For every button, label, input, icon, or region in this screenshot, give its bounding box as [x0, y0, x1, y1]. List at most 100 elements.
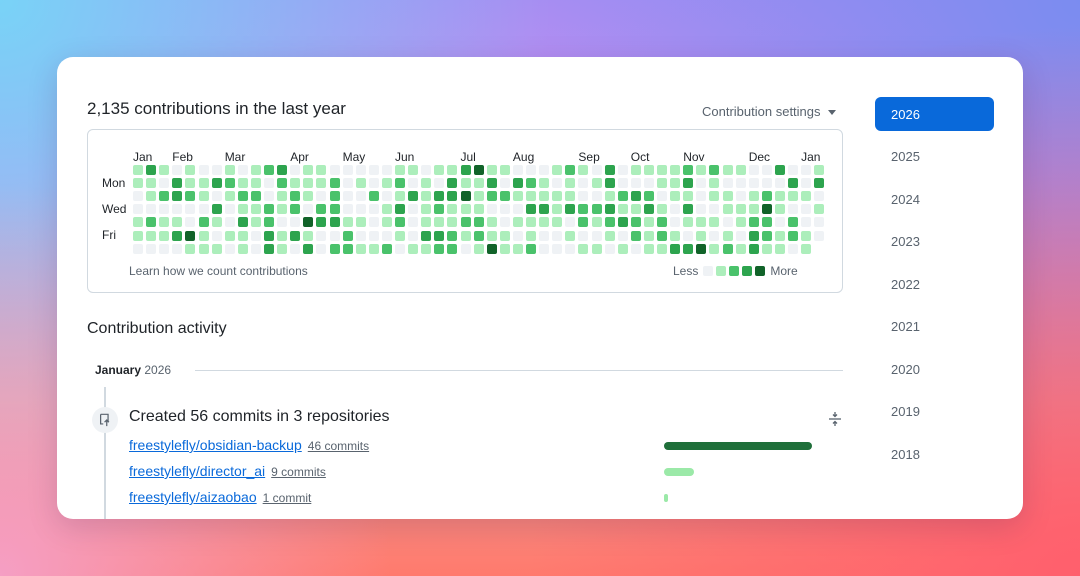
contribution-day[interactable] — [146, 243, 157, 254]
contribution-day[interactable] — [683, 191, 694, 202]
contribution-day[interactable] — [250, 243, 261, 254]
contribution-day[interactable] — [552, 243, 563, 254]
contribution-day[interactable] — [395, 191, 405, 202]
contribution-day[interactable] — [133, 165, 143, 175]
contribution-day[interactable] — [368, 243, 379, 254]
contribution-day[interactable] — [643, 230, 654, 241]
contribution-day[interactable] — [303, 178, 314, 189]
contribution-day[interactable] — [159, 230, 170, 241]
contribution-day[interactable] — [552, 178, 563, 189]
contribution-day[interactable] — [381, 191, 392, 202]
contribution-day[interactable] — [237, 178, 248, 189]
contribution-day[interactable] — [329, 217, 340, 228]
contribution-day[interactable] — [133, 191, 143, 202]
contribution-day[interactable] — [617, 191, 628, 202]
contribution-day[interactable] — [657, 191, 667, 202]
contribution-day[interactable] — [290, 230, 301, 241]
contribution-day[interactable] — [761, 230, 772, 241]
contribution-day[interactable] — [814, 230, 825, 241]
contribution-day[interactable] — [591, 191, 602, 202]
contribution-day[interactable] — [421, 165, 432, 175]
contribution-day[interactable] — [604, 243, 615, 254]
contribution-day[interactable] — [395, 243, 405, 254]
contribution-day[interactable] — [801, 165, 812, 175]
contribution-day[interactable] — [512, 204, 523, 215]
contribution-day[interactable] — [801, 217, 812, 228]
contribution-day[interactable] — [185, 217, 196, 228]
contribution-day[interactable] — [499, 204, 510, 215]
contribution-day[interactable] — [250, 217, 261, 228]
contribution-day[interactable] — [801, 178, 812, 189]
contribution-day[interactable] — [211, 243, 222, 254]
contribution-day[interactable] — [722, 165, 733, 175]
contribution-day[interactable] — [748, 230, 759, 241]
contribution-day[interactable] — [211, 204, 222, 215]
contribution-day[interactable] — [748, 191, 759, 202]
contribution-day[interactable] — [224, 178, 235, 189]
contribution-day[interactable] — [774, 204, 785, 215]
contribution-day[interactable] — [578, 191, 589, 202]
contribution-day[interactable] — [355, 165, 366, 175]
contribution-day[interactable] — [526, 230, 536, 241]
contribution-day[interactable] — [329, 204, 340, 215]
contribution-day[interactable] — [486, 165, 497, 175]
contribution-day[interactable] — [565, 217, 576, 228]
contribution-day[interactable] — [381, 165, 392, 175]
contribution-day[interactable] — [617, 204, 628, 215]
contribution-day[interactable] — [172, 165, 183, 175]
contribution-day[interactable] — [591, 230, 602, 241]
contribution-day[interactable] — [761, 165, 772, 175]
contribution-day[interactable] — [670, 165, 681, 175]
contribution-day[interactable] — [460, 230, 471, 241]
contribution-day[interactable] — [565, 230, 576, 241]
contribution-day[interactable] — [368, 217, 379, 228]
contribution-day[interactable] — [198, 204, 209, 215]
contribution-day[interactable] — [643, 217, 654, 228]
contribution-day[interactable] — [604, 191, 615, 202]
contribution-day[interactable] — [447, 217, 458, 228]
contribution-day[interactable] — [250, 178, 261, 189]
contribution-day[interactable] — [172, 230, 183, 241]
contribution-day[interactable] — [342, 178, 353, 189]
contribution-day[interactable] — [198, 230, 209, 241]
contribution-day[interactable] — [630, 230, 641, 241]
contribution-day[interactable] — [709, 217, 720, 228]
contribution-day[interactable] — [486, 217, 497, 228]
contribution-day[interactable] — [290, 178, 301, 189]
contribution-day[interactable] — [146, 165, 157, 175]
contribution-day[interactable] — [526, 204, 536, 215]
contribution-day[interactable] — [617, 243, 628, 254]
contribution-day[interactable] — [735, 217, 746, 228]
contribution-day[interactable] — [683, 204, 694, 215]
contribution-day[interactable] — [460, 178, 471, 189]
contribution-day[interactable] — [565, 204, 576, 215]
contribution-day[interactable] — [368, 165, 379, 175]
contribution-day[interactable] — [539, 217, 550, 228]
contribution-day[interactable] — [670, 217, 681, 228]
contribution-day[interactable] — [670, 178, 681, 189]
contribution-day[interactable] — [814, 217, 825, 228]
contribution-day[interactable] — [565, 243, 576, 254]
contribution-day[interactable] — [696, 165, 707, 175]
contribution-day[interactable] — [460, 165, 471, 175]
contribution-day[interactable] — [735, 178, 746, 189]
contribution-day[interactable] — [408, 191, 419, 202]
contribution-day[interactable] — [316, 243, 327, 254]
contribution-day[interactable] — [211, 230, 222, 241]
contribution-day[interactable] — [591, 243, 602, 254]
contribution-day[interactable] — [421, 204, 432, 215]
contribution-day[interactable] — [264, 178, 274, 189]
contribution-day[interactable] — [486, 230, 497, 241]
contribution-day[interactable] — [303, 191, 314, 202]
year-button-2024[interactable]: 2024 — [891, 191, 920, 207]
contribution-day[interactable] — [578, 243, 589, 254]
contribution-day[interactable] — [421, 243, 432, 254]
contribution-day[interactable] — [277, 165, 288, 175]
contribution-day[interactable] — [250, 165, 261, 175]
contribution-day[interactable] — [499, 243, 510, 254]
contribution-day[interactable] — [421, 230, 432, 241]
contribution-day[interactable] — [185, 178, 196, 189]
contribution-day[interactable] — [722, 204, 733, 215]
contribution-day[interactable] — [342, 230, 353, 241]
contribution-day[interactable] — [788, 204, 798, 215]
